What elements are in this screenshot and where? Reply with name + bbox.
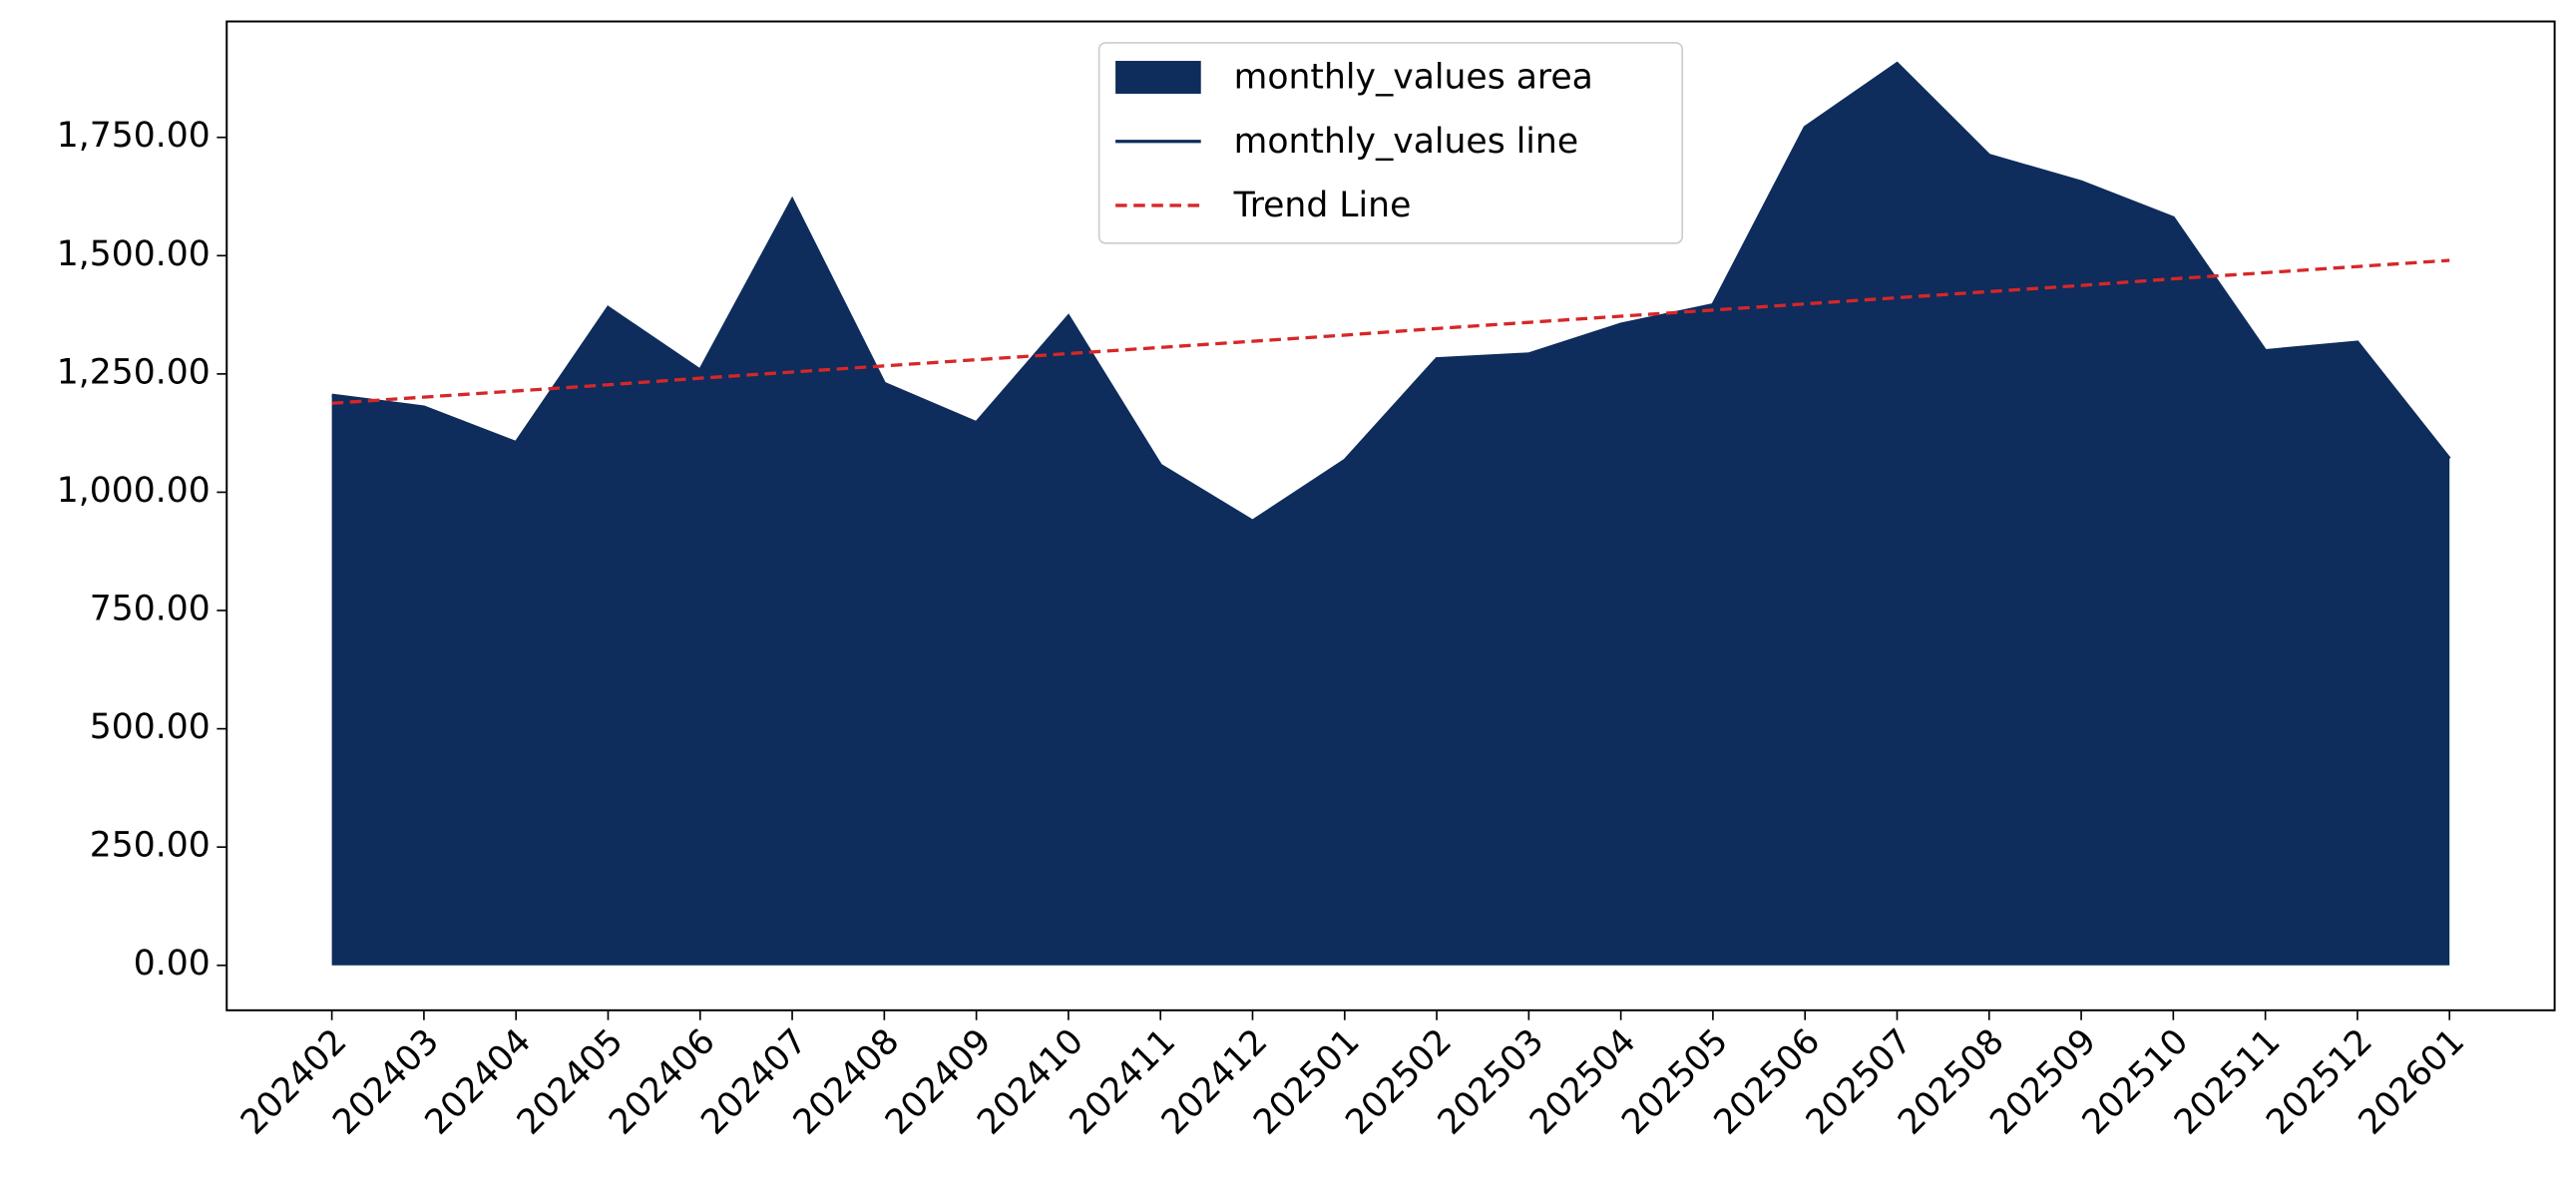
area <box>331 63 2450 966</box>
legend-label: monthly_values line <box>1234 122 1578 162</box>
legend-label: monthly_values area <box>1234 58 1593 98</box>
y-tick-label: 500.00 <box>90 707 211 747</box>
line <box>331 61 2451 524</box>
trend-line <box>331 258 2450 405</box>
y-tick-label: 1,250.00 <box>57 352 211 392</box>
legend-swatch <box>1115 61 1201 94</box>
plot-frame <box>225 20 2556 1011</box>
y-tick-label: 750.00 <box>90 590 211 629</box>
y-tick-label: 0.00 <box>134 944 211 984</box>
y-tick-label: 1,000.00 <box>57 471 211 511</box>
legend-label: Trend Line <box>1233 186 1412 225</box>
legend-box <box>1097 42 1684 244</box>
y-tick-label: 1,500.00 <box>57 234 211 274</box>
y-tick-label: 250.00 <box>90 826 211 866</box>
y-tick-label: 1,750.00 <box>57 116 211 156</box>
